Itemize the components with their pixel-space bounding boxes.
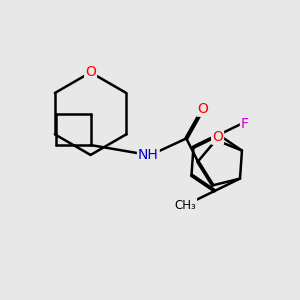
Text: O: O (85, 65, 96, 80)
Text: CH₃: CH₃ (174, 199, 196, 212)
Text: NH: NH (138, 148, 159, 162)
Text: F: F (241, 117, 249, 131)
Text: O: O (212, 130, 223, 144)
Text: O: O (197, 102, 208, 116)
